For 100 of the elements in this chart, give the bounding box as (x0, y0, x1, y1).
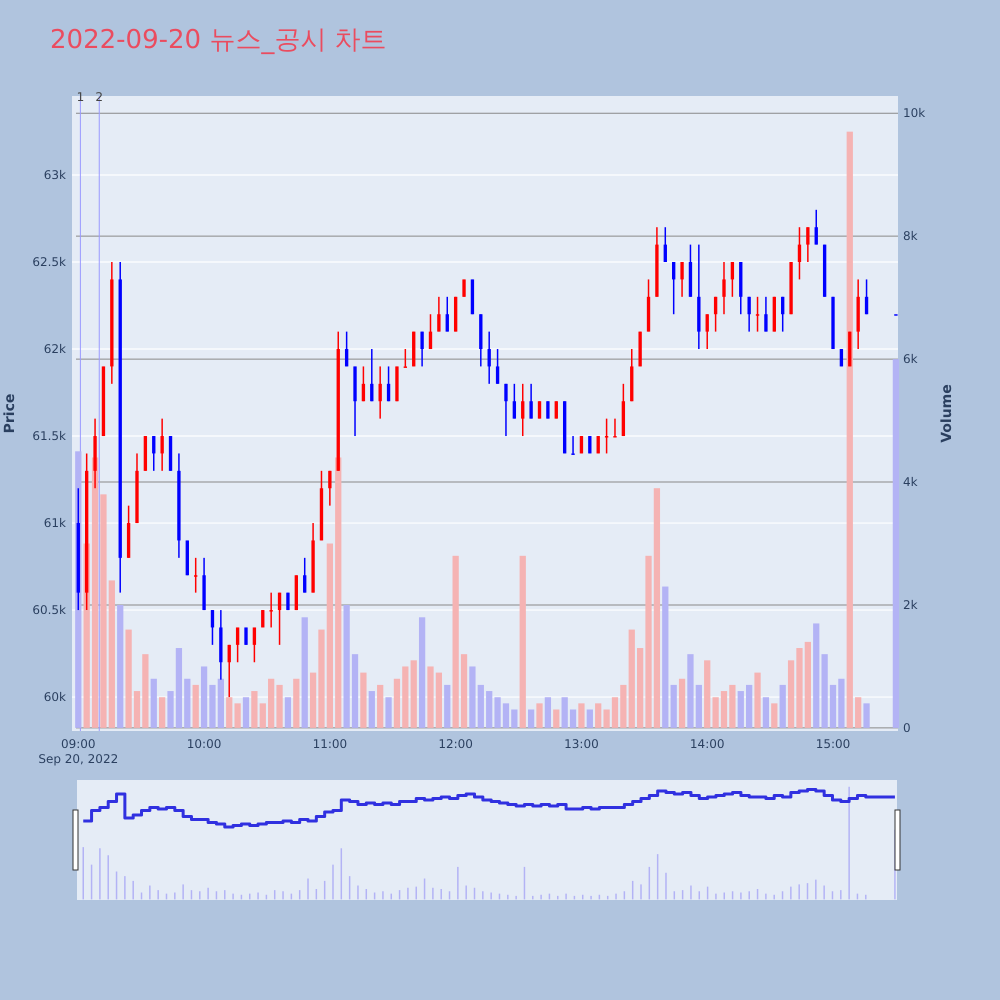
bar (838, 678, 845, 728)
bar (251, 691, 258, 728)
bar (670, 684, 677, 728)
candlestick (672, 261, 676, 315)
bar (394, 678, 400, 728)
candlestick (437, 296, 441, 332)
x-tick-label: 09:00 Sep 20, 2022 (38, 737, 118, 766)
y2-tick-label: 8k (903, 229, 918, 244)
y-tick-label: 63k (44, 168, 66, 182)
candlestick (814, 209, 818, 246)
candlestick (798, 226, 802, 280)
bar (402, 666, 408, 728)
candlestick (546, 400, 550, 420)
bar (678, 678, 686, 728)
bar (368, 691, 375, 728)
bar (469, 666, 476, 728)
bar (486, 691, 492, 728)
candlestick (152, 435, 156, 472)
bar (636, 648, 644, 728)
bar (268, 678, 274, 728)
bar (704, 660, 710, 728)
bar (343, 604, 350, 728)
y2-tick-label: 6k (903, 352, 918, 366)
x-tick-label: 10:00 (186, 737, 222, 751)
bar (830, 684, 836, 728)
bar (134, 691, 140, 728)
candlestick (362, 366, 366, 402)
bar (184, 678, 190, 728)
bar (662, 586, 668, 728)
candlestick (722, 261, 726, 315)
bar (284, 697, 292, 728)
bar (176, 648, 182, 728)
candlestick (496, 348, 500, 385)
bar (226, 697, 232, 728)
bar (100, 494, 107, 728)
x-tick-label: 14:00 (690, 737, 725, 751)
bar (418, 617, 426, 728)
candlestick (730, 261, 734, 298)
candlestick (446, 296, 449, 332)
bar (562, 697, 568, 728)
bar (326, 544, 334, 728)
y2-tick-label: 4k (903, 475, 918, 490)
candlestick (580, 435, 584, 454)
bar (167, 691, 174, 728)
bar (352, 654, 358, 728)
candlestick (664, 226, 667, 263)
candlestick (370, 348, 374, 402)
bar (804, 642, 811, 728)
candlestick (747, 296, 751, 332)
x-tick-label: 11:00 (312, 737, 348, 751)
bar (452, 556, 459, 728)
bar (293, 678, 300, 728)
candlestick (303, 557, 306, 594)
candlestick (160, 418, 164, 472)
candlestick (420, 330, 424, 368)
y2-tick-label: 0 (903, 720, 911, 735)
bar (159, 697, 166, 728)
bar (494, 697, 501, 728)
y-tick-label: 60k (44, 690, 66, 704)
bar (385, 697, 392, 728)
bar (746, 684, 752, 728)
candlestick (278, 592, 282, 646)
bar (218, 678, 224, 728)
ref-line-label: 2 (95, 90, 104, 104)
bar (410, 660, 417, 728)
candlestick (521, 383, 524, 437)
candlestick (538, 400, 542, 420)
candlestick (840, 348, 844, 368)
chart-title: 2022-09-20 뉴스_공시 차트 (50, 25, 387, 55)
candlestick (269, 592, 273, 628)
candlestick (604, 418, 608, 454)
bar (117, 604, 124, 728)
bar (142, 654, 149, 728)
candlestick (244, 626, 248, 646)
bar (846, 132, 853, 728)
candlestick (236, 626, 240, 664)
candlestick (286, 592, 290, 611)
bar (821, 654, 828, 728)
bar (645, 556, 652, 728)
candlestick (764, 296, 768, 332)
bar (892, 359, 900, 728)
x-tick-label: 13:00 (564, 737, 599, 751)
candlestick (756, 296, 760, 332)
bar (788, 660, 794, 728)
bar (360, 672, 367, 728)
candlestick (210, 609, 214, 646)
bar (150, 678, 157, 728)
x-tick-label: 12:00 (438, 737, 473, 751)
y-tick-label: 61.5k (32, 429, 66, 444)
bar (460, 654, 468, 728)
bar (780, 684, 786, 728)
y2-axis-title: Volume (939, 384, 955, 443)
bar (729, 684, 736, 728)
bar (712, 697, 719, 728)
bar (796, 648, 803, 728)
bar (511, 709, 518, 728)
bar (302, 617, 308, 728)
bar (108, 580, 115, 728)
bar (738, 691, 744, 728)
candlestick (806, 226, 810, 263)
